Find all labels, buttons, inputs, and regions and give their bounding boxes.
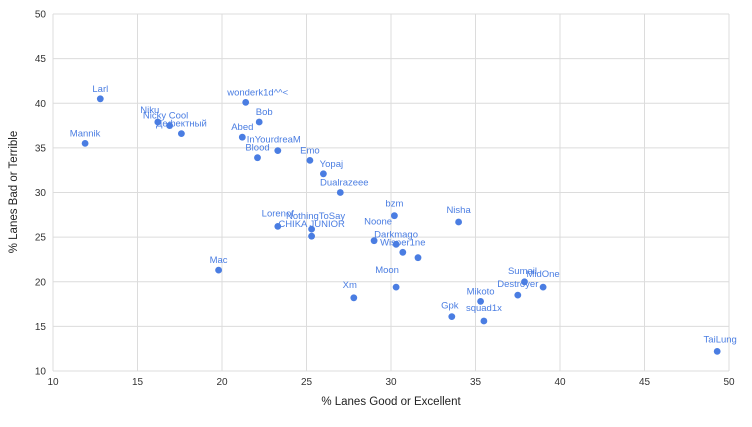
x-axis-title: % Lanes Good or Excellent bbox=[321, 396, 461, 408]
point-label: Destroyer bbox=[497, 279, 538, 290]
point-label: Lorenof bbox=[262, 208, 295, 219]
data-point[interactable] bbox=[306, 157, 314, 164]
point-label: Niku bbox=[140, 105, 159, 116]
point-label: Noone bbox=[364, 217, 392, 228]
data-point[interactable] bbox=[320, 170, 327, 178]
point-label: Xm bbox=[343, 280, 357, 291]
x-tick-label: 10 bbox=[47, 377, 59, 388]
y-tick-label: 25 bbox=[35, 233, 47, 244]
point-label: Mikoto bbox=[467, 286, 495, 297]
data-point[interactable] bbox=[455, 218, 462, 226]
x-tick-label: 15 bbox=[132, 377, 144, 388]
data-point[interactable] bbox=[391, 212, 398, 220]
y-tick-label: 10 bbox=[35, 367, 47, 378]
point-label: Nicky Cool bbox=[143, 111, 188, 122]
point-label: Emo bbox=[300, 145, 320, 156]
point-label: NothingToSay bbox=[286, 211, 345, 222]
x-tick-label: 25 bbox=[301, 377, 313, 388]
point-label: bzm bbox=[385, 199, 403, 210]
data-point[interactable] bbox=[392, 283, 400, 291]
data-point[interactable] bbox=[350, 294, 358, 302]
data-point[interactable] bbox=[96, 95, 104, 103]
data-point[interactable] bbox=[539, 283, 547, 291]
data-point[interactable] bbox=[336, 189, 344, 196]
x-tick-label: 45 bbox=[639, 377, 651, 388]
point-label: Nisha bbox=[446, 205, 471, 216]
y-tick-label: 40 bbox=[35, 99, 47, 110]
y-tick-label: 20 bbox=[35, 277, 47, 288]
data-point[interactable] bbox=[477, 298, 484, 305]
y-tick-label: 45 bbox=[35, 54, 47, 65]
point-label: MidOne bbox=[526, 269, 559, 280]
point-label: Larl bbox=[92, 84, 108, 95]
x-tick-label: 40 bbox=[554, 377, 566, 388]
data-point[interactable] bbox=[254, 154, 261, 162]
y-axis-title: % Lanes Bad or Terrible bbox=[8, 130, 20, 254]
x-tick-label: 35 bbox=[470, 377, 482, 388]
y-tick-label: 15 bbox=[35, 322, 47, 333]
data-point[interactable] bbox=[448, 313, 456, 320]
point-label: Abed bbox=[231, 122, 253, 133]
data-point[interactable] bbox=[480, 317, 488, 325]
point-label: Darkmago bbox=[374, 229, 418, 240]
x-tick-label: 50 bbox=[723, 377, 735, 388]
point-label: Blood bbox=[245, 143, 269, 154]
point-label: Dualrazeee bbox=[320, 178, 369, 189]
data-point[interactable] bbox=[238, 133, 246, 141]
data-point[interactable] bbox=[154, 118, 162, 126]
data-point[interactable] bbox=[242, 99, 250, 106]
point-label: Wisper1ne bbox=[380, 237, 425, 248]
data-point[interactable] bbox=[370, 237, 378, 245]
x-tick-label: 30 bbox=[385, 377, 397, 388]
point-label: Дефектный bbox=[156, 119, 207, 130]
point-label: TaiLung bbox=[704, 334, 737, 345]
x-tick-label: 20 bbox=[216, 377, 228, 388]
point-label: InYourdreaM bbox=[247, 135, 301, 146]
data-point[interactable] bbox=[392, 240, 400, 248]
point-label: wonderk1d^^< bbox=[226, 87, 288, 98]
data-point[interactable] bbox=[308, 225, 315, 233]
data-point[interactable] bbox=[255, 118, 263, 126]
data-point[interactable] bbox=[215, 266, 223, 274]
point-label: Moon bbox=[375, 265, 399, 276]
point-label: Mannik bbox=[70, 128, 101, 139]
data-point[interactable] bbox=[399, 248, 407, 256]
data-point[interactable] bbox=[274, 147, 282, 155]
data-point[interactable] bbox=[308, 232, 315, 240]
data-point[interactable] bbox=[81, 140, 89, 147]
point-label: Mac bbox=[210, 255, 228, 266]
point-label: Yopaj bbox=[320, 159, 343, 170]
data-point[interactable] bbox=[521, 278, 528, 286]
data-point[interactable] bbox=[713, 348, 721, 355]
y-tick-label: 50 bbox=[35, 10, 47, 21]
data-point[interactable] bbox=[178, 130, 185, 138]
data-point[interactable] bbox=[274, 223, 282, 230]
point-label: Bob bbox=[256, 107, 273, 118]
point-label: squad1x bbox=[466, 303, 502, 314]
point-label: CHIKA JUNIOR bbox=[278, 219, 345, 230]
point-label: Gpk bbox=[441, 301, 459, 312]
data-point[interactable] bbox=[414, 254, 422, 262]
point-label: Sumail bbox=[508, 266, 537, 277]
data-point[interactable] bbox=[514, 291, 522, 299]
y-tick-label: 35 bbox=[35, 143, 47, 154]
y-tick-label: 30 bbox=[35, 188, 47, 199]
data-point[interactable] bbox=[166, 122, 174, 129]
